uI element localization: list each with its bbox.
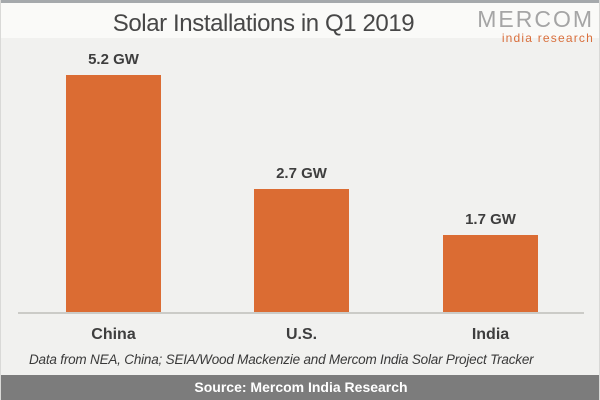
source-footer-bar: Source: Mercom India Research [1, 375, 599, 400]
category-label-india: India [471, 326, 510, 343]
bar-group-us: 2.7 GW [254, 165, 349, 313]
title-band: Solar Installations in Q1 2019 MERCOM in… [1, 3, 599, 44]
data-source-footnote: Data from NEA, China; SEIA/Wood Mackenzi… [29, 352, 534, 367]
mercom-logo-subtitle: india research [501, 31, 594, 45]
mercom-logo-wordmark: MERCOM [477, 6, 594, 32]
bar-china [66, 75, 161, 313]
mercom-logo: MERCOM india research [477, 6, 594, 45]
bar-group-india: 1.7 GW [443, 211, 538, 313]
window-top-border [1, 0, 599, 3]
bar-group-china: 5.2 GW [66, 51, 161, 313]
chart-title: Solar Installations in Q1 2019 [112, 10, 415, 37]
x-axis-baseline [18, 312, 584, 314]
bar-india [443, 235, 538, 313]
category-label-us: U.S. [285, 326, 318, 343]
bar-value-label: 2.7 GW [276, 165, 327, 182]
bar-value-label: 5.2 GW [88, 51, 139, 68]
bar-value-label: 1.7 GW [465, 211, 516, 228]
bar-us [254, 189, 349, 313]
category-label-china: China [91, 326, 136, 343]
